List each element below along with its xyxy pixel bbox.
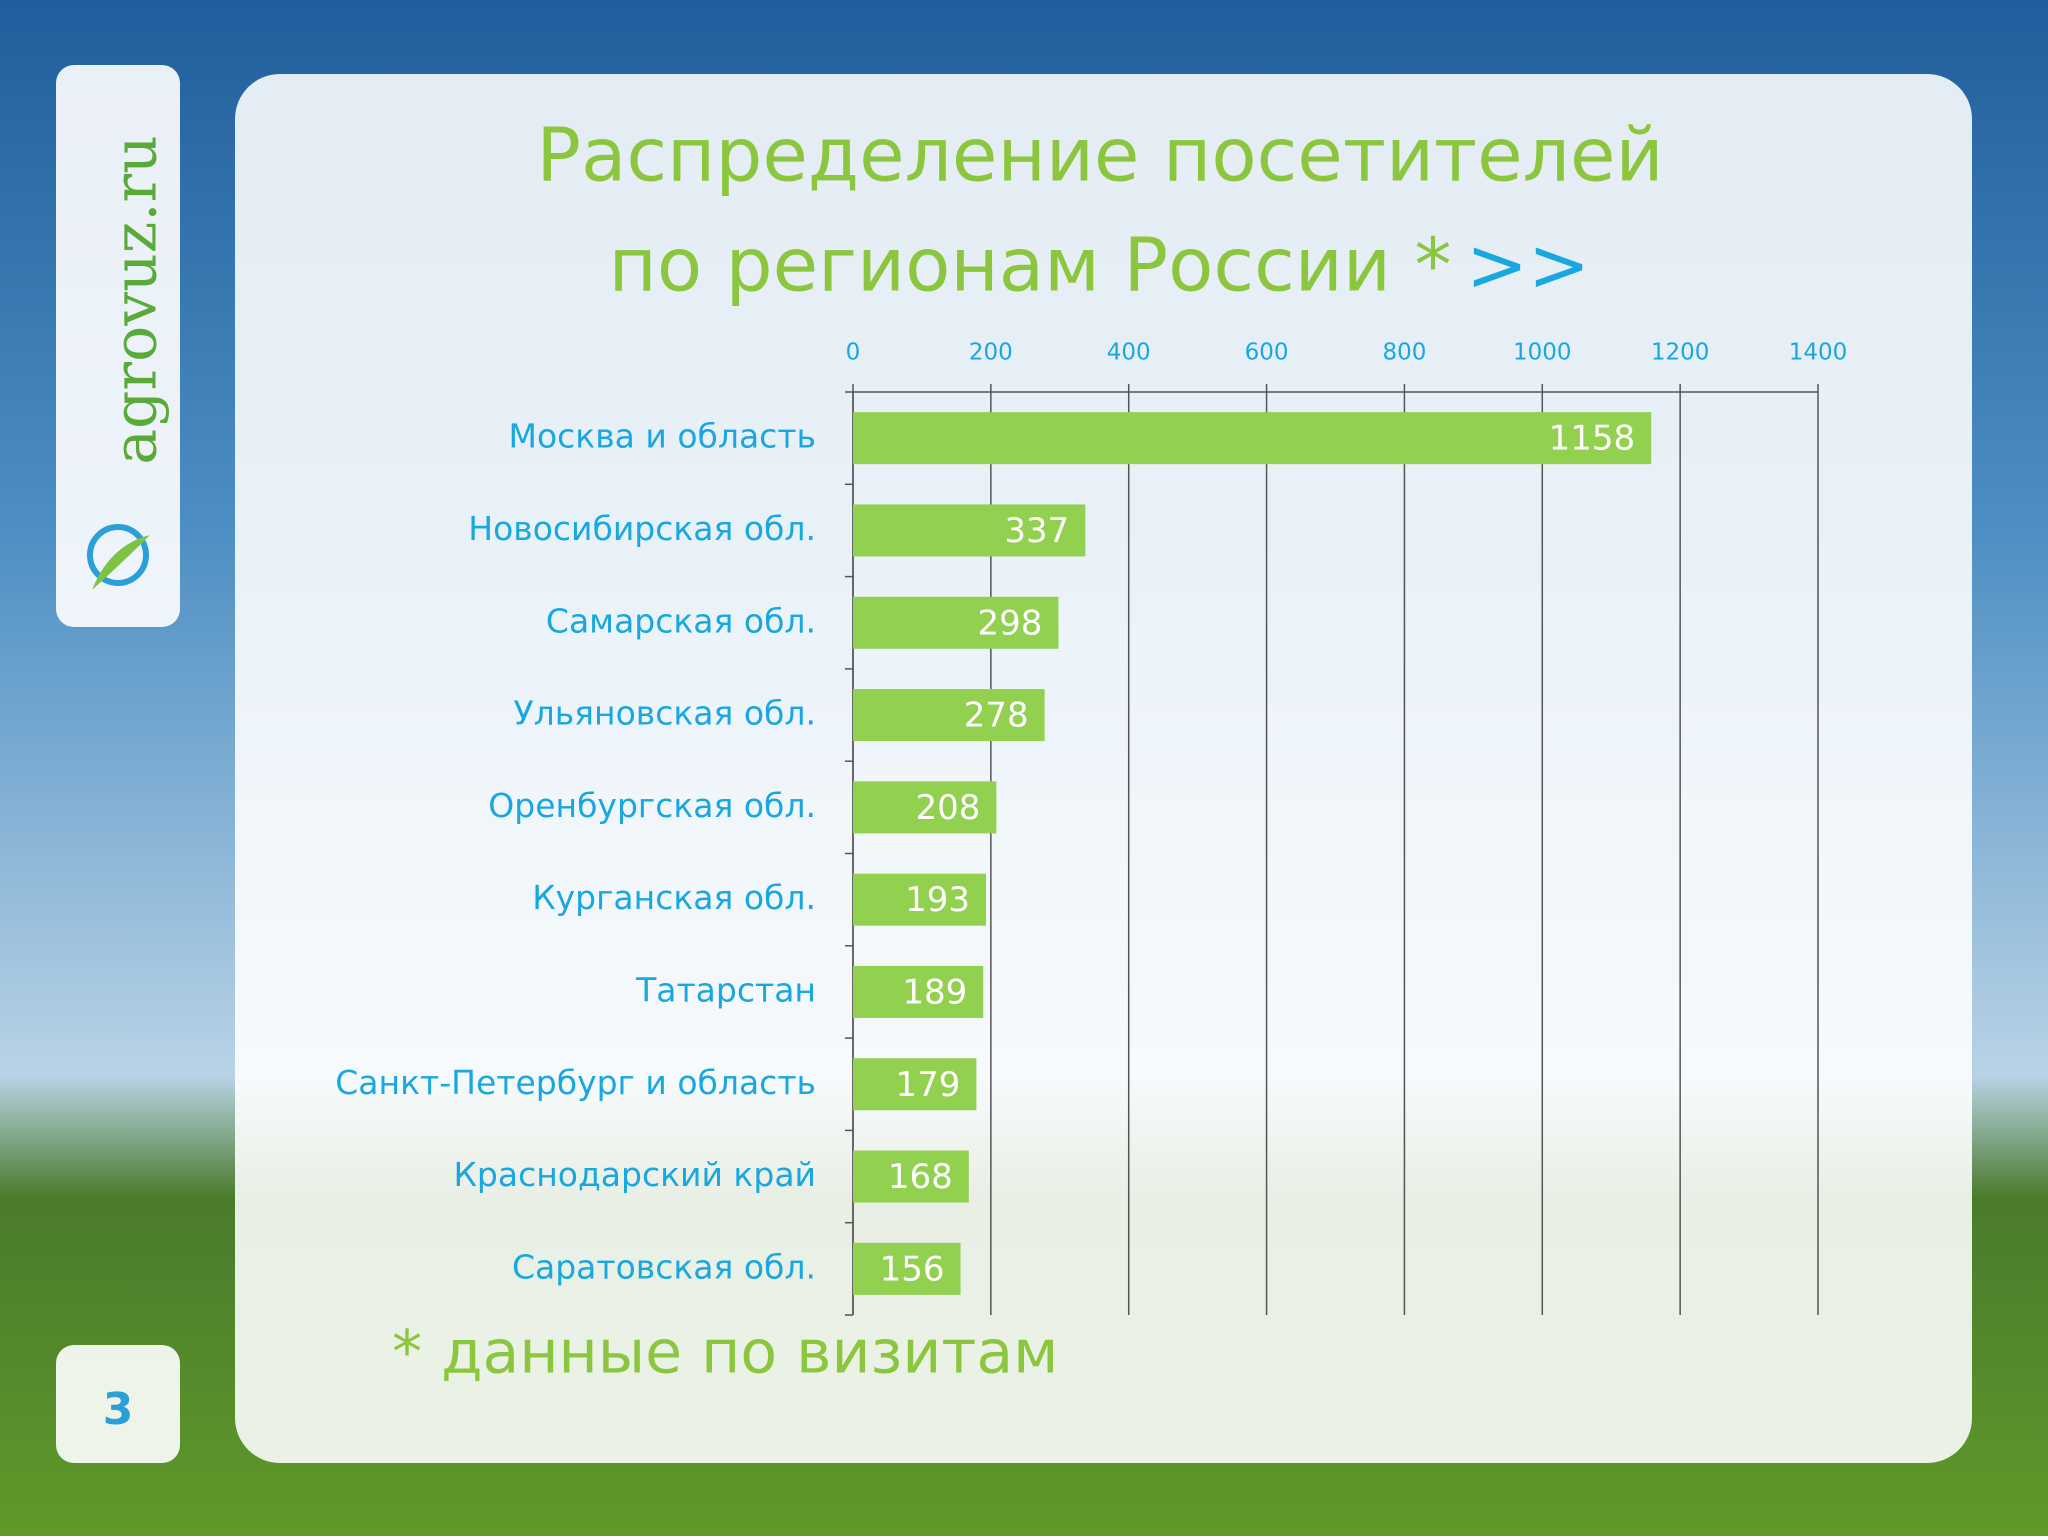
y-tick-label: Оренбургская обл.: [488, 786, 816, 825]
x-tick-label: 1400: [1789, 340, 1848, 366]
value-label: 156: [880, 1249, 945, 1289]
bar: [853, 965, 984, 1018]
plot: 0 200 400 600 800 1000 1200 1400 Москва и област…: [335, 340, 1847, 1316]
logo-leaf: [92, 535, 150, 590]
logo-icon: [87, 524, 149, 586]
page-number-box: [56, 1345, 180, 1463]
x-tick-label: 1000: [1513, 340, 1572, 366]
value-label: 189: [902, 972, 967, 1012]
x-tick-label: 800: [1382, 340, 1426, 366]
footnote: * данные по визитам: [392, 1318, 1058, 1388]
next-link[interactable]: >>: [1466, 223, 1590, 309]
bar: [853, 873, 987, 926]
value-label: 337: [1004, 511, 1069, 551]
bar: [853, 596, 1059, 649]
chart-title: Распределение посетителей: [536, 113, 1663, 199]
x-tick-label: 600: [1245, 340, 1289, 366]
value-label: 278: [964, 696, 1029, 736]
value-label: 298: [978, 603, 1043, 643]
y-tick-label: Москва и область: [508, 417, 816, 456]
value-label: 168: [888, 1157, 953, 1197]
chart-title: по регионам России *: [609, 223, 1452, 309]
bar: [853, 1242, 961, 1295]
logo-text: agrovuz.ru: [101, 135, 171, 465]
y-tick-label: Ульяновская обл.: [514, 694, 816, 733]
x-tick-label: 0: [846, 340, 861, 366]
bar: [853, 1150, 969, 1203]
y-tick-label: Санкт-Петербург и область: [335, 1063, 816, 1102]
y-tick-label: Самарская обл.: [546, 601, 816, 640]
value-label: 193: [905, 880, 970, 920]
y-tick-label: Саратовская обл.: [512, 1247, 816, 1286]
y-tick-label: Татарстан: [635, 970, 816, 1009]
bar: [853, 1058, 977, 1111]
bar: [853, 781, 997, 834]
bar: [853, 504, 1086, 557]
bar: [853, 412, 1652, 465]
logo-panel: [56, 65, 180, 627]
value-label: 1158: [1549, 419, 1636, 459]
bar: [853, 689, 1045, 742]
y-tick-label: Новосибирская обл.: [468, 509, 816, 548]
page-number: 3: [103, 1384, 134, 1435]
value-label: 208: [915, 788, 980, 828]
value-label: 179: [895, 1065, 960, 1105]
y-tick-label: Курганская обл.: [532, 878, 816, 917]
y-tick-label: Краснодарский край: [453, 1155, 816, 1194]
x-tick-label: 400: [1107, 340, 1151, 366]
x-tick-label: 200: [969, 340, 1013, 366]
x-tick-label: 1200: [1651, 340, 1710, 366]
